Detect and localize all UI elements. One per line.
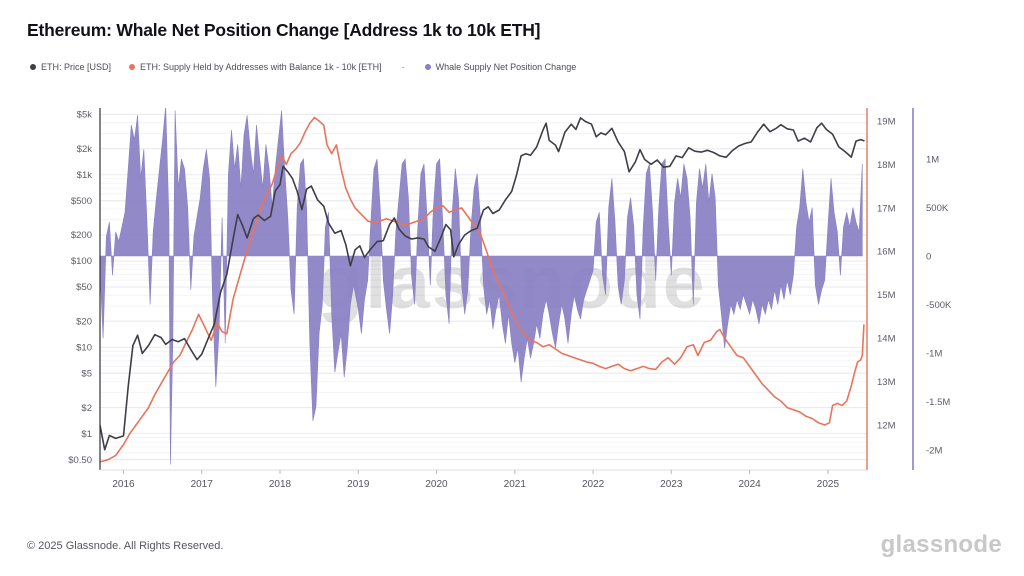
x-axis-label: 2016 — [112, 479, 135, 490]
page-title: Ethereum: Whale Net Position Change [Add… — [27, 20, 541, 40]
y-axis-label: $50 — [76, 282, 92, 293]
y-axis-label: $100 — [71, 256, 92, 267]
net-position-series-dot-icon — [424, 64, 431, 70]
legend-separator: - — [401, 62, 405, 72]
y-axis-label: 18M — [877, 160, 896, 171]
y-axis-label: $10 — [76, 343, 92, 354]
y-axis-label: 15M — [877, 290, 896, 301]
x-axis-label: 2022 — [582, 479, 605, 490]
y-axis-label: $1k — [77, 170, 93, 181]
copyright-text: © 2025 Glassnode. All Rights Reserved. — [27, 540, 224, 552]
y-axis-label: -1.5M — [926, 397, 950, 408]
legend: ETH: Price [USD] ETH: Supply Held by Add… — [30, 62, 576, 72]
x-axis-label: 2024 — [738, 479, 761, 490]
y-axis-label: $1 — [81, 429, 92, 440]
y-axis-label: $5k — [77, 110, 93, 121]
y-axis-label: 16M — [877, 247, 896, 258]
price-line — [100, 117, 865, 451]
x-axis-label: 2020 — [425, 479, 448, 490]
y-axis-label: $200 — [71, 230, 92, 241]
y-axis-label: $2 — [81, 403, 92, 414]
x-axis-label: 2025 — [817, 479, 840, 490]
y-axis-supply-labels: 19M 18M 17M 16M 15M 14M 13M 12M — [877, 116, 896, 431]
y-axis-label: $5 — [81, 369, 92, 380]
y-axis-label: 19M — [877, 116, 896, 127]
x-axis-label: 2018 — [269, 479, 292, 490]
legend-item-price[interactable]: ETH: Price [USD] — [30, 62, 111, 72]
net-position-area — [100, 108, 863, 465]
x-axis-labels: 2016 2017 2018 2019 2020 2021 2022 2023 2024 2025 — [112, 470, 839, 490]
y-axis-label: 12M — [877, 420, 896, 431]
x-axis-label: 2023 — [660, 479, 683, 490]
y-axis-net-labels: 1M 500K 0 -500K -1M -1.5M -2M — [926, 154, 952, 456]
x-axis-label: 2017 — [191, 479, 214, 490]
y-axis-label: $20 — [76, 317, 92, 328]
x-axis-label: 2021 — [504, 479, 527, 490]
x-axis-label: 2019 — [347, 479, 370, 490]
supply-series-dot-icon — [129, 64, 136, 70]
legend-item-label: Whale Supply Net Position Change — [435, 62, 577, 72]
price-series-dot-icon — [30, 64, 36, 70]
glassnode-logo: glassnode — [880, 531, 1002, 558]
y-axis-label: 14M — [877, 334, 896, 345]
y-axis-label: 1M — [926, 154, 939, 165]
legend-item-label: ETH: Price [USD] — [41, 62, 112, 72]
y-axis-label: 0 — [926, 251, 931, 262]
legend-item-label: ETH: Supply Held by Addresses with Balan… — [140, 62, 382, 72]
y-axis-label: -1M — [926, 348, 942, 359]
legend-item-net-position[interactable]: Whale Supply Net Position Change — [424, 62, 577, 72]
legend-item-supply[interactable]: ETH: Supply Held by Addresses with Balan… — [129, 62, 382, 72]
y-axis-label: 500K — [926, 203, 949, 214]
y-axis-label: $2k — [77, 144, 93, 155]
y-axis-label: 13M — [877, 377, 896, 388]
y-axis-label: 17M — [877, 203, 896, 214]
y-axis-label: $500 — [71, 196, 92, 207]
y-axis-price-labels: $5k $2k $1k $500 $200 $100 $50 $20 $10 $5 $2 $1 $0.5… — [68, 110, 92, 466]
y-axis-label: $0.50 — [68, 455, 92, 466]
supply-line — [100, 116, 865, 463]
y-axis-label: -500K — [926, 300, 952, 311]
y-axis-label: -2M — [926, 445, 942, 456]
